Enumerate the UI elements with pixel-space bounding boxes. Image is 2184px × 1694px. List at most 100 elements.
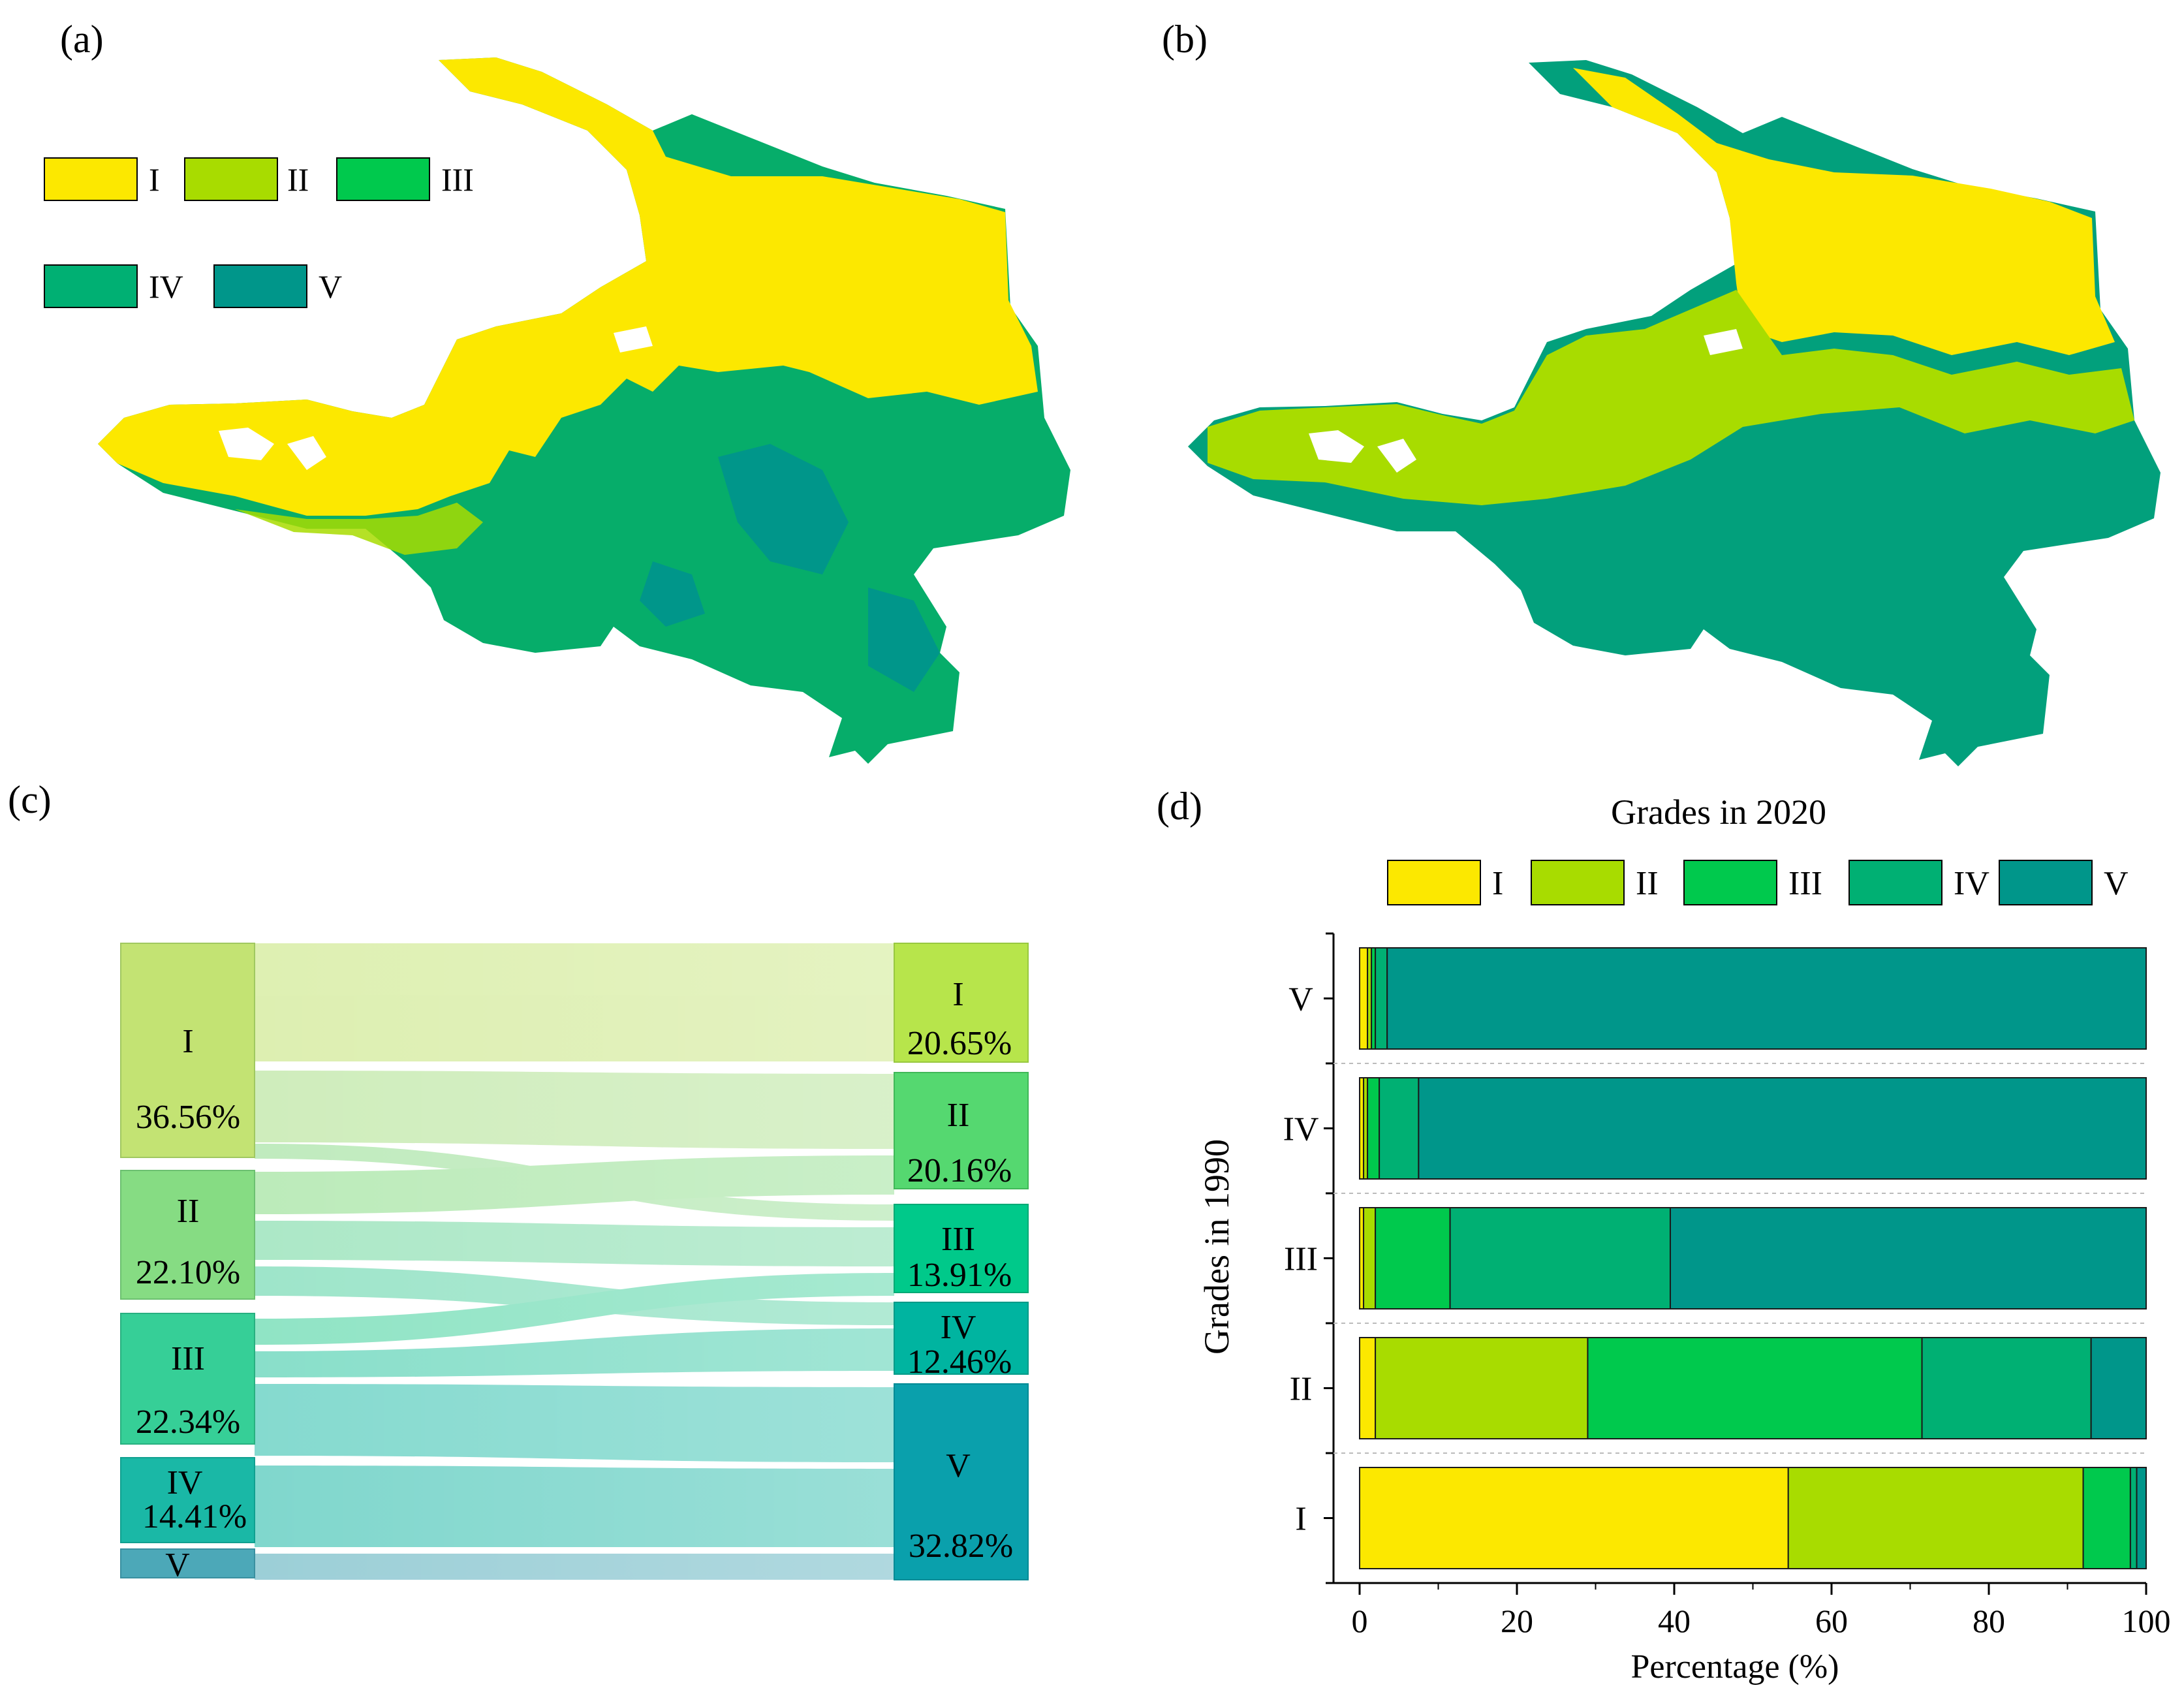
map-a	[98, 57, 1070, 764]
bar-segment-V-I	[1359, 947, 1369, 1050]
sankey-right-node-I-value: 20.65%	[907, 1025, 1012, 1062]
sankey-left-node-II	[120, 1170, 255, 1300]
sankey-right-node-IV	[894, 1302, 1029, 1375]
map-legend-label-IV: IV	[149, 268, 183, 305]
bar-segment-II-V	[2090, 1337, 2147, 1439]
legend-label-IV: IV	[1954, 865, 1989, 902]
sankey-left-node-I-label: I	[182, 1023, 193, 1060]
legend-label-II: II	[1636, 865, 1659, 902]
legend-swatch-III	[1683, 860, 1777, 905]
map-legend-swatch-I	[44, 157, 138, 201]
chart-d-title: Grades in 2020	[1611, 792, 1826, 832]
bar-segment-IV-III	[1367, 1077, 1381, 1180]
bar-segment-I-V	[2136, 1467, 2147, 1569]
sankey-right-node-I-label: I	[952, 976, 963, 1013]
map-legend-label-II: II	[287, 161, 309, 198]
chart-d-xlabel: Percentage (%)	[1630, 1648, 1839, 1686]
sankey-right-node-V	[894, 1383, 1029, 1580]
sankey: I 36.56% II 22.10% III 22.34% IV 14.41% …	[120, 943, 1029, 1584]
bar-segment-III-II	[1363, 1207, 1377, 1310]
chart-d-y-tick-label: V	[1288, 981, 1313, 1018]
bar-segment-I-II	[1787, 1467, 2084, 1569]
map-legend-label-III: III	[441, 161, 474, 198]
panel-b-label: (b)	[1162, 18, 1208, 61]
sankey-left-node-I-value: 36.56%	[136, 1099, 240, 1136]
map-legend-swatch-III	[336, 157, 430, 201]
sankey-right-node-III	[894, 1204, 1029, 1293]
map-a-grade-II-band	[235, 503, 483, 555]
sankey-right-node-IV-value: 12.46%	[907, 1343, 1012, 1381]
sankey-right-node-II	[894, 1072, 1029, 1189]
legend-label-I: I	[1492, 865, 1503, 902]
bar-segment-II-IV	[1921, 1337, 2092, 1439]
bar-segment-II-I	[1359, 1337, 1377, 1439]
sankey-left-node-V	[120, 1548, 255, 1578]
sankey-right-node-II-value: 20.16%	[907, 1152, 1012, 1189]
sankey-left-node-II-label: II	[177, 1193, 200, 1230]
chart-d-x-tick-label: 0	[1352, 1603, 1368, 1639]
bar-segment-II-II	[1375, 1337, 1589, 1439]
panel-d-label: (d)	[1157, 785, 1202, 828]
map-b-grade-I-region	[1573, 68, 2115, 355]
map-b-lake	[1309, 329, 1743, 473]
sankey-left-node-V-label: V	[165, 1546, 190, 1584]
map-a-grade-I-region	[98, 57, 1038, 516]
sankey-right-node-I	[894, 943, 1029, 1063]
chart-d-x-tick-label: 20	[1501, 1603, 1533, 1639]
sankey-right-node-V-value: 32.82%	[909, 1528, 1013, 1565]
sankey-right-node-II-label: II	[947, 1097, 970, 1134]
chart-d-y-tick-label: I	[1295, 1501, 1306, 1538]
legend-label-III: III	[1788, 865, 1822, 902]
legend-swatch-I	[1387, 860, 1481, 905]
map-a-legend: I II III IV V	[44, 157, 474, 308]
sankey-left-node-IV-value: 14.41%	[142, 1498, 247, 1535]
bar-segment-I-I	[1359, 1467, 1789, 1569]
sankey-right-node-IV-label: IV	[941, 1309, 976, 1346]
map-a-lake	[219, 326, 653, 470]
bar-segment-IV-IV	[1379, 1077, 1420, 1180]
legend-swatch-II	[1531, 860, 1625, 905]
bar-segment-I-III	[2082, 1467, 2131, 1569]
chart-d-ylabel: Grades in 1990	[1197, 1139, 1236, 1355]
bar-segment-V-V	[1386, 947, 2147, 1050]
chart-d-legend: I II III IV V	[1387, 860, 2129, 905]
chart-d-x-tick-label: 60	[1815, 1603, 1848, 1639]
bar-segment-I-IV	[2129, 1467, 2138, 1569]
legend-label-V: V	[2104, 865, 2129, 902]
map-legend-label-V: V	[319, 268, 342, 305]
chart-d-y-tick-label: III	[1284, 1241, 1318, 1278]
panel-a-label: (a)	[60, 18, 104, 61]
sankey-flow-sheen	[255, 943, 894, 1580]
chart-d-y-tick-label: IV	[1283, 1111, 1319, 1148]
map-legend-swatch-II	[184, 157, 278, 201]
map-legend-label-I: I	[149, 161, 160, 198]
sankey-left-node-III-label: III	[171, 1340, 205, 1377]
sankey-right-node-III-value: 13.91%	[907, 1257, 1012, 1294]
sankey-left-node-IV	[120, 1457, 255, 1543]
chart-d-x-tick-label: 80	[1973, 1603, 2005, 1639]
bar-segment-II-III	[1587, 1337, 1923, 1439]
sankey-left-node-IV-label: IV	[167, 1464, 203, 1501]
map-legend-swatch-V	[213, 264, 307, 308]
sankey-left-node-III-value: 22.34%	[136, 1404, 240, 1441]
chart-d-x-tick-label: 40	[1658, 1603, 1691, 1639]
sankey-right-node-III-label: III	[941, 1221, 975, 1258]
bar-segment-III-IV	[1449, 1207, 1671, 1310]
sankey-left-node-III	[120, 1313, 255, 1445]
sankey-right-node-V-label: V	[946, 1447, 971, 1484]
legend-swatch-IV	[1849, 860, 1942, 905]
bar-segment-III-V	[1669, 1207, 2147, 1310]
legend-swatch-V	[1999, 860, 2093, 905]
map-b	[1188, 60, 2161, 766]
sankey-left-node-I	[120, 943, 255, 1158]
bar-segment-IV-V	[1418, 1077, 2147, 1180]
bar-segment-III-III	[1375, 1207, 1451, 1310]
map-legend-swatch-IV	[44, 264, 138, 308]
map-b-grade-II-band	[1208, 290, 2134, 505]
panel-c-label: (c)	[8, 778, 52, 821]
bar-segment-V-IV	[1375, 947, 1388, 1050]
chart-d-x-tick-label: 100	[2122, 1603, 2171, 1639]
sankey-left-node-II-value: 22.10%	[136, 1254, 240, 1291]
